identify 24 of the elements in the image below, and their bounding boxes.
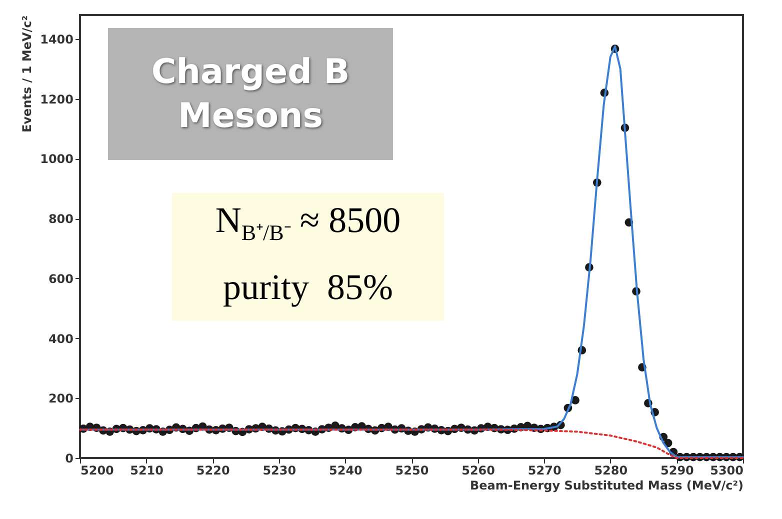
- y-tick-label: 600: [48, 272, 74, 286]
- x-tick-label: 5210: [130, 464, 164, 478]
- annotation: N$_{B⁺/B⁻}$ ≈ 8500: [214, 199, 402, 248]
- x-tick-label: 5280: [594, 464, 628, 478]
- y-axis-title: Events / 1 MeV/c²: [20, 16, 34, 132]
- y-tick-label: 1200: [40, 92, 74, 106]
- x-tick-label: 5200: [80, 464, 114, 478]
- x-tick-label: 5220: [196, 464, 230, 478]
- x-tick-label: 5230: [262, 464, 296, 478]
- annotation: Charged B Mesons: [150, 51, 351, 138]
- x-axis-title: Beam-Energy Substituted Mass (MeV/c²): [470, 478, 744, 492]
- x-tick-label: 5240: [328, 464, 362, 478]
- y-tick-label: 1000: [40, 152, 74, 166]
- y-tick-label: 400: [48, 332, 74, 346]
- y-tick-label: 800: [48, 212, 74, 226]
- y-tick-label: 200: [48, 392, 74, 406]
- y-tick-label: 1400: [40, 32, 74, 46]
- x-tick-label: 5260: [462, 464, 496, 478]
- x-tick-label: 5290: [660, 464, 694, 478]
- y-tick-label: 0: [65, 452, 74, 466]
- annotation: purity 85%: [222, 266, 394, 310]
- x-tick-label: 5250: [395, 464, 429, 478]
- x-tick-label: 5300: [710, 464, 744, 478]
- x-tick-label: 5270: [528, 464, 562, 478]
